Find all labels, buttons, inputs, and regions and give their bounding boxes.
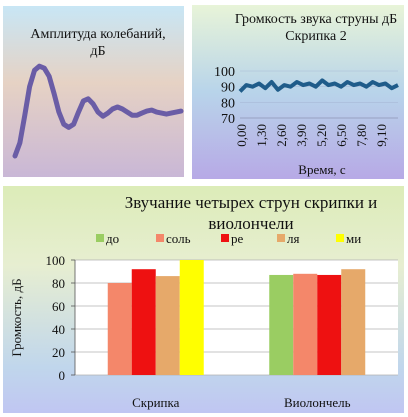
amplitude-chart-title: Амплитуда колебаний, дБ <box>30 27 166 59</box>
legend-label-1: соль <box>166 231 191 246</box>
amplitude-chart-svg <box>12 63 184 159</box>
strings-bar-chart-panel: Звучание четырех струн скрипки и виолонч… <box>3 186 404 413</box>
legend-swatch-1 <box>156 234 164 242</box>
bar-chart-title: Звучание четырех струн скрипки и виолонч… <box>124 193 378 233</box>
legend-label-2: ре <box>231 231 244 246</box>
legend-label-3: ля <box>287 231 299 246</box>
bar-y-axis-label: Громкость, дБ <box>9 278 24 356</box>
bar-y-tick-label: 100 <box>46 253 66 268</box>
volume-series-line <box>238 78 399 93</box>
volume-x-tick-label: 0,00 <box>234 124 249 147</box>
bar-y-tick-label: 20 <box>52 345 65 360</box>
bar-ля-0 <box>155 276 180 375</box>
volume-x-tick-label: 2,60 <box>274 124 289 147</box>
volume-x-tick-label: 9,10 <box>374 124 389 147</box>
volume-y-tick-label: 80 <box>221 96 235 111</box>
bar-category-label: Скрипка <box>132 395 180 410</box>
amplitude-series-line <box>12 63 184 159</box>
bar-y-tick-label: 40 <box>52 322 65 337</box>
bar-ми-0 <box>179 260 204 375</box>
volume-chart-panel: Громкость звука струны дБ Скрипка 2 100 9… <box>192 5 404 179</box>
volume-x-tick-label: 7,80 <box>354 124 369 147</box>
legend-swatch-4 <box>336 234 344 242</box>
volume-chart-title: Громкость звука струны дБ Скрипка 2 <box>234 12 398 44</box>
amplitude-chart-panel: Амплитуда колебаний, дБ <box>3 6 184 177</box>
volume-y-tick-label: 70 <box>221 112 235 127</box>
volume-y-tick-label: 90 <box>221 81 235 96</box>
legend-swatch-2 <box>221 234 229 242</box>
bar-y-tick-label: 80 <box>52 276 65 291</box>
bar-y-tick-label: 60 <box>52 299 65 314</box>
bar-y-tick-label: 0 <box>59 368 66 383</box>
volume-y-tick-label: 100 <box>214 65 235 80</box>
bar-ля-1 <box>341 269 366 375</box>
bar-chart-svg: 0 20 40 60 80 100 Громкость, дБ Скрипка Виолонче… <box>9 231 398 410</box>
bar-до-1 <box>269 274 294 375</box>
legend-swatch-3 <box>277 234 285 242</box>
volume-chart-xlabel: Время, с <box>298 162 346 177</box>
bar-соль-1 <box>293 273 318 375</box>
volume-x-tick-label: 1,30 <box>254 124 269 147</box>
volume-x-tick-label: 3,90 <box>294 124 309 147</box>
bar-ре-0 <box>131 269 156 375</box>
legend-label-4: ми <box>346 231 361 246</box>
legend-label-0: до <box>106 231 119 246</box>
volume-x-tick-label: 6,50 <box>334 124 349 147</box>
bar-соль-0 <box>107 283 132 375</box>
volume-x-tick-label: 5,20 <box>314 124 329 147</box>
legend-swatch-0 <box>96 234 104 242</box>
bar-category-label: Виолончель <box>284 395 351 410</box>
bar-ре-1 <box>317 274 342 375</box>
